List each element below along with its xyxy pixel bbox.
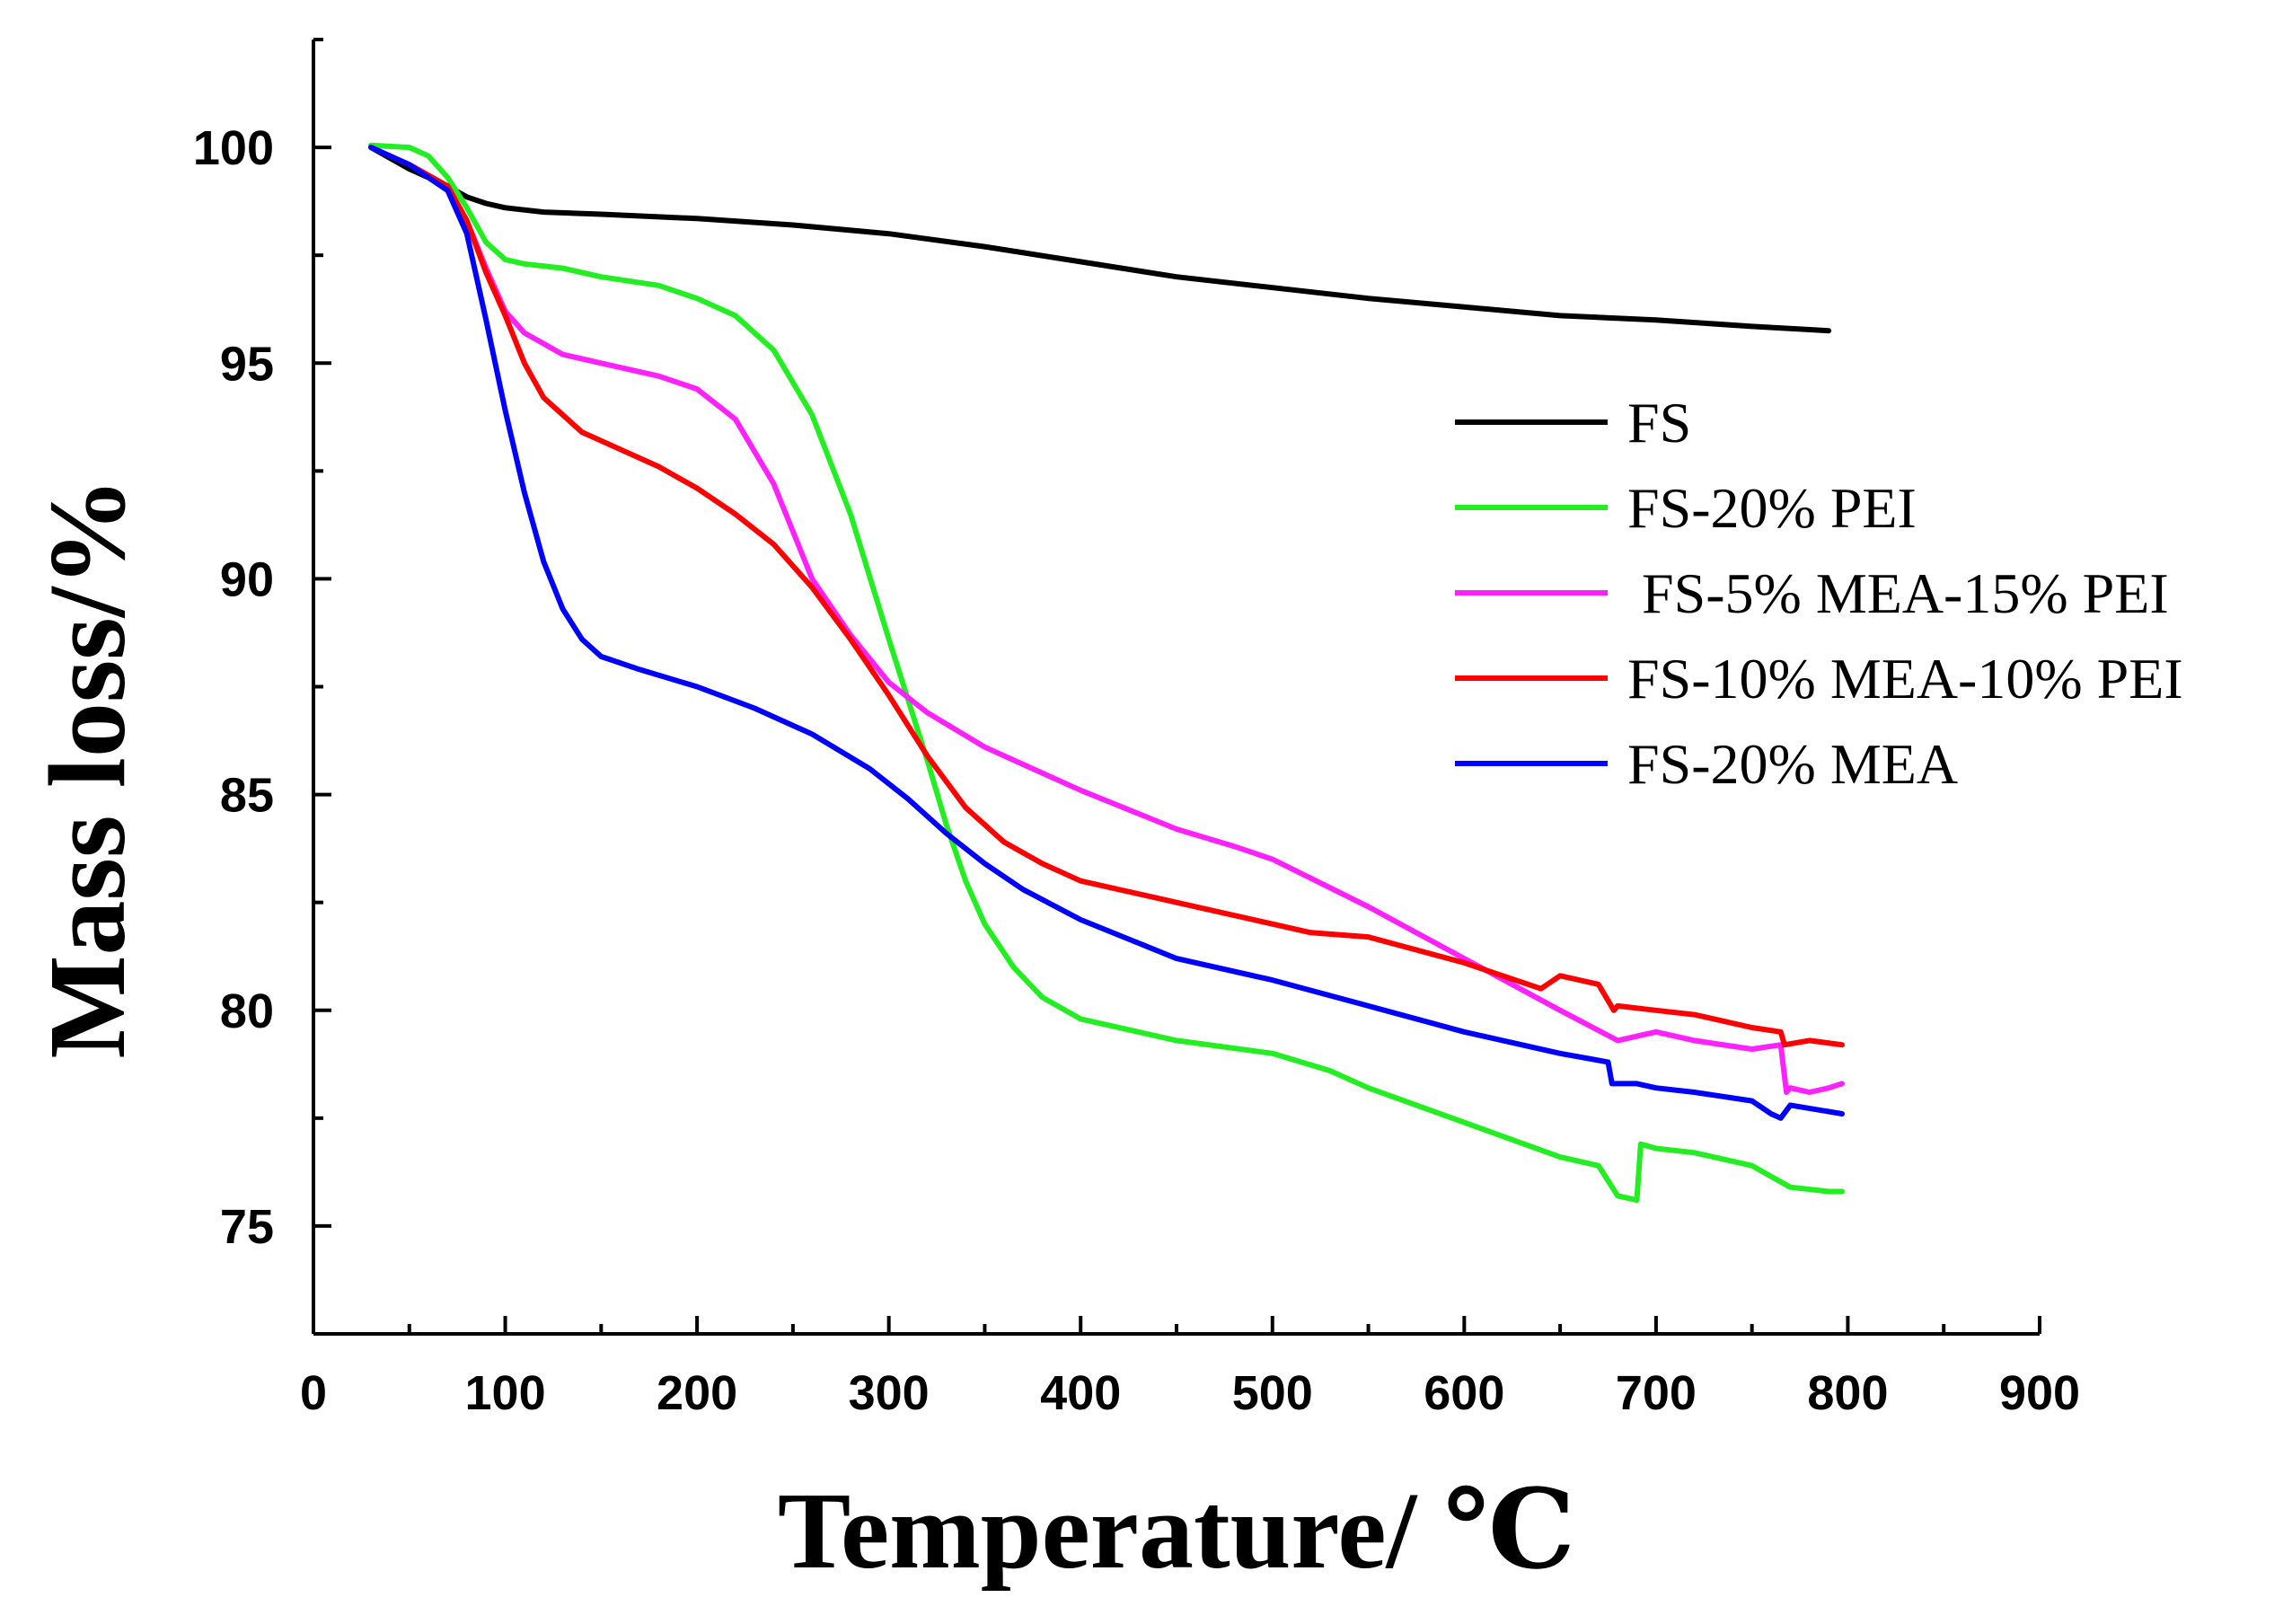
x-tick-label: 0 [300,1366,327,1420]
tick-labels: 0 100 200 300 400 500 600 700 800 900 75 80 85 90 95 10… [193,121,2080,1420]
x-tick-label: 200 [657,1366,737,1420]
y-tick-label: 75 [220,1200,274,1254]
series-group [368,142,1845,1204]
y-tick-label: 95 [220,337,274,391]
x-tick-label: 500 [1232,1366,1313,1420]
legend-label: FS-10% MEA-10% PEI [1627,647,2183,710]
y-tick-label: 85 [220,769,274,823]
x-tick-label: 700 [1616,1366,1697,1420]
series-line-1 [368,145,1832,334]
legend-label: FS-5% MEA-15% PEI [1627,561,2169,625]
series-line-3 [368,145,1845,1095]
x-tick-label: 400 [1040,1366,1121,1420]
ticks [312,38,2041,1336]
x-tick-label: 800 [1807,1366,1888,1420]
legend: FS FS-20% PEI FS-5% MEA-15% PEI FS-10% MEA… [1455,391,2183,796]
y-tick-label: 100 [193,121,274,175]
series-line-2 [368,142,1845,1204]
series-line-4 [368,145,1845,1048]
x-tick-label: 300 [849,1366,930,1420]
series-line-5 [368,145,1845,1121]
y-tick-label: 80 [220,984,274,1038]
x-axis-title: Temperature/ ℃ [778,1470,1575,1592]
legend-label: FS [1627,391,1691,455]
y-axis-title: Mass loss/% [27,477,148,1058]
legend-label: FS-20% MEA [1627,732,1958,796]
x-tick-label: 100 [465,1366,546,1420]
y-tick-label: 90 [220,552,274,606]
x-tick-label: 600 [1424,1366,1504,1420]
x-tick-label: 900 [1999,1366,2080,1420]
legend-label: FS-20% PEI [1627,476,1917,540]
